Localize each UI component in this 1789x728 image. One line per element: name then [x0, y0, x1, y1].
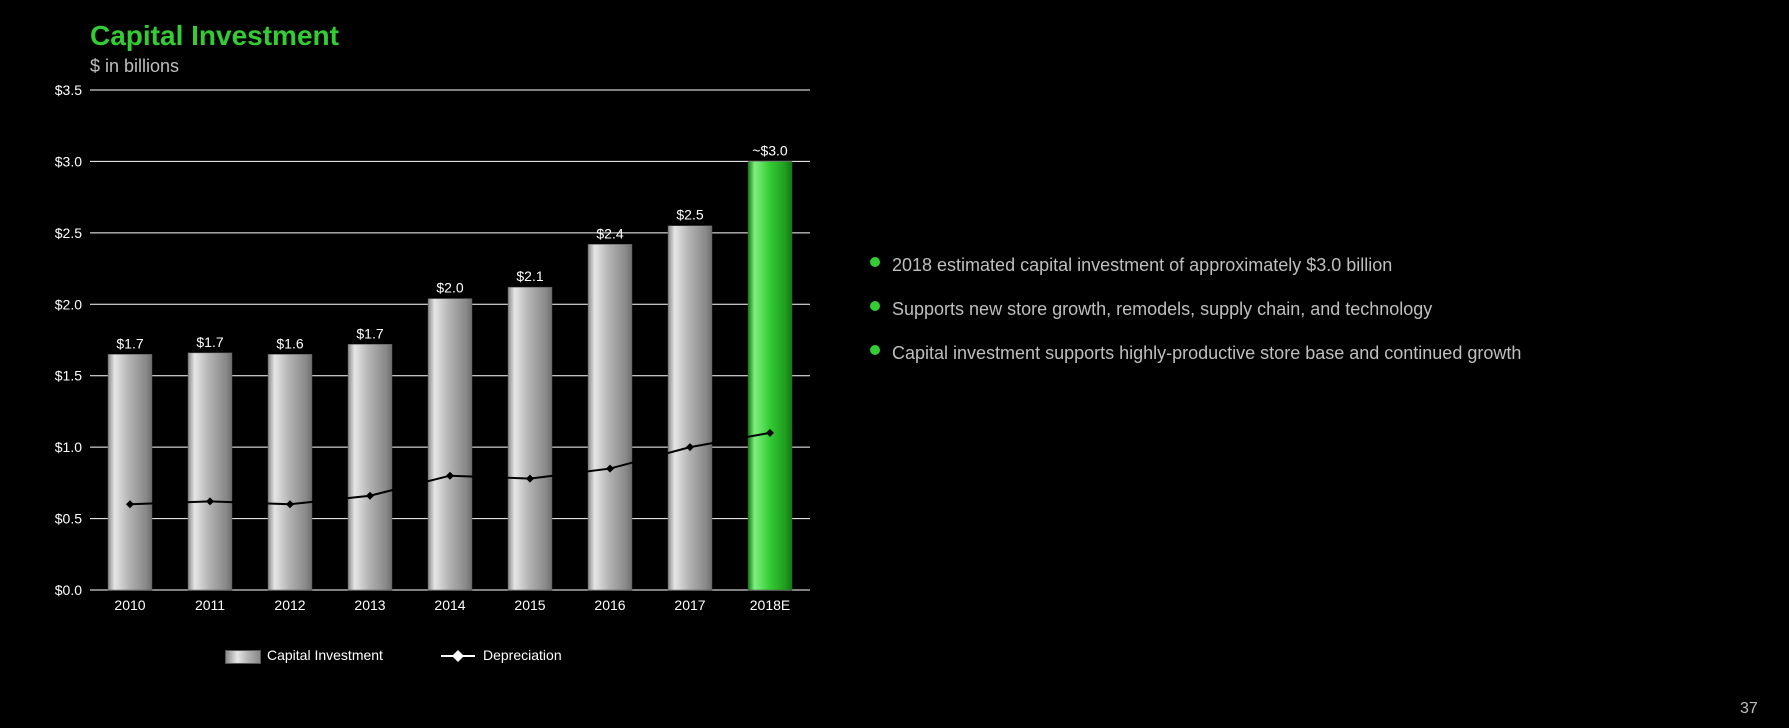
- bar-value-label: $1.7: [356, 325, 383, 341]
- y-axis-label: $1.0: [55, 439, 82, 455]
- legend-label: Capital Investment: [267, 647, 383, 663]
- x-axis-label: 2010: [114, 597, 145, 613]
- bar: [428, 299, 472, 590]
- bar: [588, 244, 632, 590]
- bullet-dot-icon: [870, 257, 880, 267]
- y-axis-label: $2.0: [55, 296, 82, 312]
- y-axis-label: $3.0: [55, 153, 82, 169]
- x-axis-label: 2016: [594, 597, 625, 613]
- bar-value-label: $1.7: [116, 335, 143, 351]
- bar-value-label: ~$3.0: [752, 142, 788, 158]
- page-number: 37: [1740, 700, 1758, 718]
- bullet-dot-icon: [870, 345, 880, 355]
- y-axis-label: $0.0: [55, 582, 82, 598]
- bar-value-label: $2.1: [516, 268, 543, 284]
- bar: [668, 226, 712, 590]
- y-axis-label: $1.5: [55, 368, 82, 384]
- x-axis-label: 2018E: [750, 597, 790, 613]
- x-axis-label: 2012: [274, 597, 305, 613]
- bar: [188, 353, 232, 590]
- x-axis-label: 2011: [195, 597, 225, 613]
- bar: [508, 287, 552, 590]
- bar: [748, 161, 792, 590]
- bullet-dot-icon: [870, 301, 880, 311]
- x-axis-label: 2013: [354, 597, 385, 613]
- y-axis-label: $0.5: [55, 511, 82, 527]
- bullet-text: 2018 estimated capital investment of app…: [892, 250, 1750, 280]
- bar-value-label: $2.4: [596, 225, 623, 241]
- y-axis-label: $3.5: [55, 82, 82, 98]
- bar-value-label: $1.7: [196, 334, 223, 350]
- x-axis-label: 2017: [674, 597, 705, 613]
- page-title: Capital Investment: [90, 20, 339, 52]
- x-axis-label: 2014: [434, 597, 465, 613]
- bar: [108, 354, 152, 590]
- bar-value-label: $2.0: [436, 280, 463, 296]
- bar-value-label: $2.5: [676, 207, 703, 223]
- x-axis-label: 2015: [514, 597, 545, 613]
- legend-swatch-bar: [225, 650, 261, 664]
- bar: [348, 344, 392, 590]
- bullet-text: Capital investment supports highly-produ…: [892, 338, 1750, 368]
- legend-label: Depreciation: [483, 647, 562, 663]
- legend-swatch-line: [441, 648, 475, 664]
- bar-value-label: $1.6: [276, 335, 303, 351]
- chart: $0.0 $0.5 $1.0 $1.5 $2.0 $2.5 $3.0 $3.5 $1.7 2010…: [30, 70, 830, 650]
- bar: [268, 354, 312, 590]
- bullet-text: Supports new store growth, remodels, sup…: [892, 294, 1750, 324]
- y-axis-label: $2.5: [55, 225, 82, 241]
